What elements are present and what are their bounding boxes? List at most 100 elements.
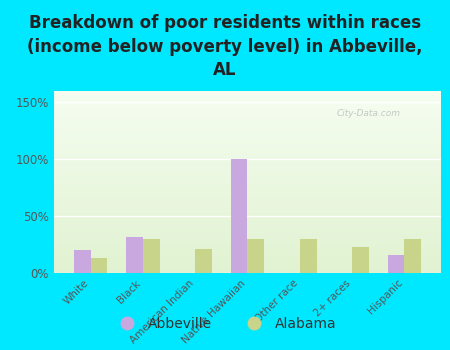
Bar	[90, 258, 108, 273]
Bar	[195, 249, 212, 273]
Bar	[54, 126, 441, 127]
Bar	[54, 158, 441, 160]
Bar	[54, 197, 441, 198]
Bar	[387, 255, 405, 273]
Bar	[54, 251, 441, 253]
Bar	[54, 135, 441, 136]
Bar	[54, 229, 441, 231]
Bar	[74, 250, 90, 273]
Bar	[54, 191, 441, 193]
Legend: Abbeville, Alabama: Abbeville, Alabama	[108, 311, 342, 336]
Text: City-Data.com: City-Data.com	[337, 109, 400, 118]
Bar	[54, 115, 441, 117]
Bar	[54, 131, 441, 133]
Bar	[248, 239, 264, 273]
Bar	[54, 226, 441, 228]
Bar	[54, 184, 441, 186]
Bar	[54, 156, 441, 158]
Bar	[54, 260, 441, 262]
Bar	[54, 264, 441, 266]
Bar	[54, 113, 441, 115]
Bar	[54, 109, 441, 111]
Bar	[54, 169, 441, 171]
Bar	[54, 206, 441, 208]
Bar	[54, 200, 441, 202]
Bar	[54, 220, 441, 222]
Bar	[54, 202, 441, 204]
Bar	[54, 188, 441, 189]
Bar	[54, 209, 441, 211]
Bar	[54, 93, 441, 94]
Bar	[54, 111, 441, 113]
Bar	[54, 211, 441, 213]
Bar	[54, 122, 441, 124]
Bar	[54, 118, 441, 120]
Bar	[54, 133, 441, 135]
Bar	[54, 164, 441, 166]
Bar	[54, 182, 441, 184]
Bar	[54, 98, 441, 100]
Bar	[54, 107, 441, 109]
Bar	[54, 237, 441, 238]
Bar	[54, 204, 441, 206]
Bar	[54, 117, 441, 118]
Bar	[54, 171, 441, 173]
Bar	[54, 127, 441, 129]
Bar	[54, 270, 441, 271]
Bar	[54, 195, 441, 197]
Bar	[54, 208, 441, 209]
Bar	[54, 247, 441, 249]
Bar	[54, 215, 441, 217]
Bar	[54, 262, 441, 264]
Bar	[54, 193, 441, 195]
Bar	[54, 91, 441, 93]
Bar	[143, 239, 160, 273]
Bar	[54, 142, 441, 144]
Bar	[54, 240, 441, 242]
Bar	[54, 238, 441, 240]
Bar	[405, 239, 421, 273]
Bar	[54, 140, 441, 142]
Bar	[54, 249, 441, 251]
Bar	[54, 257, 441, 258]
Bar	[54, 178, 441, 180]
Bar	[54, 104, 441, 106]
Text: Breakdown of poor residents within races
(income below poverty level) in Abbevil: Breakdown of poor residents within races…	[27, 14, 423, 79]
Bar	[54, 233, 441, 235]
Bar	[54, 180, 441, 182]
Bar	[54, 173, 441, 175]
Bar	[54, 175, 441, 176]
Bar	[54, 242, 441, 244]
Bar	[54, 144, 441, 146]
Bar	[54, 149, 441, 151]
Bar	[54, 222, 441, 224]
Bar	[54, 235, 441, 237]
Bar	[54, 271, 441, 273]
Bar	[54, 153, 441, 155]
Bar	[54, 151, 441, 153]
Bar	[54, 253, 441, 255]
Bar	[54, 218, 441, 220]
Bar	[54, 258, 441, 260]
Bar	[54, 166, 441, 167]
Bar	[352, 247, 369, 273]
Bar	[54, 228, 441, 229]
Bar	[54, 267, 441, 270]
Bar	[54, 160, 441, 162]
Bar	[54, 100, 441, 102]
Bar	[54, 124, 441, 126]
Bar	[54, 136, 441, 138]
Bar	[54, 138, 441, 140]
Bar	[54, 176, 441, 178]
Bar	[54, 94, 441, 97]
Bar	[54, 224, 441, 226]
Bar	[54, 102, 441, 104]
Bar	[54, 167, 441, 169]
Bar	[54, 129, 441, 131]
Bar	[54, 146, 441, 147]
Bar	[54, 246, 441, 247]
Bar	[54, 266, 441, 267]
Bar	[126, 237, 143, 273]
Bar	[54, 244, 441, 246]
Bar	[54, 106, 441, 107]
